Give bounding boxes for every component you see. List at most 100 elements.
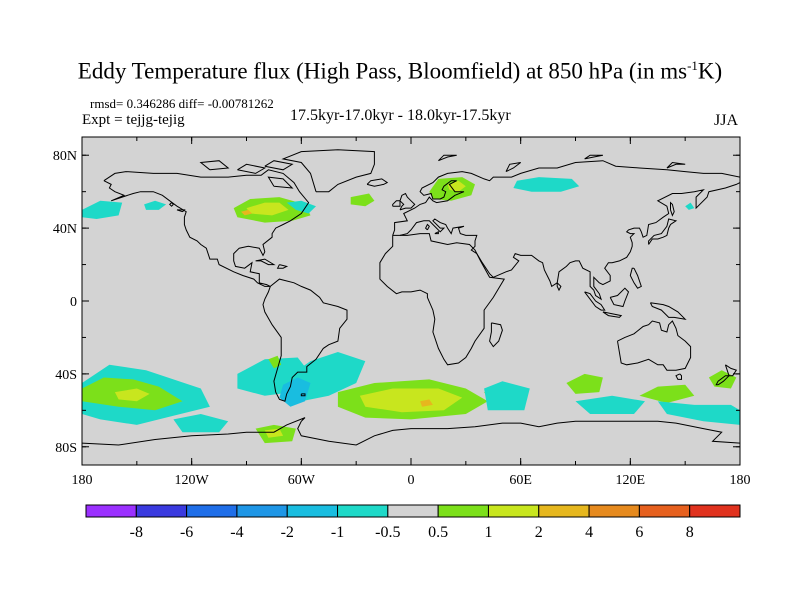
- region-s-pacific-west-yellow: [114, 388, 150, 402]
- coastline-21: [255, 258, 276, 266]
- region-n-america-east-yellow: [246, 202, 289, 216]
- coastline-4: [392, 160, 740, 236]
- coastline-27: [438, 154, 457, 162]
- title-end: K): [697, 58, 723, 84]
- colorbar-label: 1: [484, 524, 492, 541]
- coastline-23: [237, 163, 267, 174]
- region-n-pacific-small: [144, 200, 167, 210]
- title-main: Eddy Temperature flux (High Pass, Bloomf…: [77, 58, 688, 84]
- colorbar-box: [689, 504, 741, 518]
- region-siberia-cyan: [513, 177, 580, 192]
- coastline-28: [505, 162, 522, 173]
- coastline-0: [103, 169, 310, 287]
- coastline-3: [379, 233, 506, 366]
- coastlines: [82, 149, 740, 446]
- coastline-20: [556, 282, 562, 292]
- x-tick-label: 120W: [175, 473, 210, 488]
- anomaly-regions: [82, 177, 740, 444]
- y-tick-label: 40S: [55, 368, 77, 383]
- experiment-label: Expt = tejjg-tejig: [82, 112, 185, 128]
- region-n-pacific-west: [82, 200, 123, 219]
- coastline-37: [176, 209, 186, 213]
- coastline-22: [276, 264, 289, 269]
- x-axis: 180 120W 60W 0 60E 120E 180: [72, 137, 751, 488]
- coastline-34: [675, 373, 682, 380]
- coastline-32: [434, 230, 439, 235]
- coastline-33: [300, 393, 306, 397]
- colorbar-box: [337, 504, 389, 518]
- x-tick-label: 120E: [616, 473, 646, 488]
- x-tick-label: 0: [408, 473, 415, 488]
- x-tick-label: 180: [730, 473, 751, 488]
- colorbar-box: [437, 504, 489, 518]
- coastline-2: [262, 278, 348, 402]
- colorbar-label: -4: [230, 524, 243, 541]
- coastline-17: [724, 364, 738, 377]
- coastline-9: [392, 200, 401, 207]
- coastline-19: [629, 267, 642, 289]
- coastline-7: [82, 417, 740, 446]
- coastline-31: [424, 223, 430, 231]
- colorbar-label: -8: [130, 524, 143, 541]
- coastline-13: [584, 291, 606, 311]
- x-tick-label: 60E: [509, 473, 532, 488]
- colorbar-box: [186, 504, 238, 518]
- season-label: JJA: [714, 112, 739, 129]
- coastline-15: [609, 287, 630, 308]
- colorbar-box: [538, 504, 590, 518]
- region-s-pacific-mid-cyan: [173, 414, 229, 433]
- region-n-america-east-orange: [241, 209, 252, 216]
- coastline-35: [670, 201, 675, 217]
- coastline-6: [617, 320, 692, 371]
- colorbar-label: -0.5: [375, 524, 400, 541]
- region-n-america-cyan-east: [286, 200, 316, 214]
- y-axis: 80N 40N 0 40S 80S: [53, 149, 740, 456]
- period-label: 17.5kyr-17.0kyr - 18.0kyr-17.5kyr: [290, 107, 511, 124]
- chart-title: Eddy Temperature flux (High Pass, Bloomf…: [0, 58, 800, 85]
- colorbar-label: 0.5: [428, 524, 448, 541]
- coastline-8: [399, 192, 416, 211]
- colorbar-label: 6: [635, 524, 643, 541]
- coastline-18: [715, 375, 731, 386]
- coastline-11: [648, 218, 678, 245]
- x-tick-label: 180: [72, 473, 93, 488]
- coastline-16: [649, 302, 687, 320]
- colorbar-box: [638, 504, 691, 518]
- region-nz-green: [708, 370, 737, 389]
- region-scotia-yellow: [264, 428, 284, 438]
- colorbar: -8 -6 -4 -2 -1 -0.5 0.5 1 2 4 6 8: [85, 504, 741, 541]
- y-tick-label: 0: [70, 295, 77, 310]
- region-n-atlantic-green: [350, 193, 375, 207]
- coastline-36: [168, 201, 174, 207]
- colorbar-box: [85, 504, 137, 518]
- y-tick-label: 80N: [53, 149, 77, 164]
- coastline-30: [666, 161, 686, 169]
- coastline-26: [267, 176, 294, 189]
- y-tick-label: 40N: [53, 222, 77, 237]
- region-pacific-tiny-cyan: [685, 202, 695, 210]
- region-s-indian-east-green: [639, 384, 695, 403]
- coastline-10: [366, 178, 389, 187]
- x-tick-label: 60W: [288, 473, 316, 488]
- coastline-29: [584, 154, 603, 160]
- region-patagonia-blue: [279, 377, 311, 407]
- title-superscript: -1: [687, 58, 698, 73]
- region-tasman-cyan: [657, 401, 740, 425]
- region-s-indian-mid-green: [566, 373, 603, 394]
- coastline-1: [281, 149, 375, 193]
- colorbar-label: 2: [535, 524, 543, 541]
- region-s-indian-west-cyan: [484, 381, 530, 411]
- colorbar-box: [135, 504, 188, 518]
- colorbar-box: [236, 504, 288, 518]
- coastline-12: [489, 322, 503, 348]
- stats-text: rmsd= 0.346286 diff= -0.00781262: [90, 96, 274, 111]
- colorbar-label: 4: [585, 524, 593, 541]
- coastline-24: [264, 160, 294, 171]
- region-s-atlantic-orange: [420, 399, 433, 407]
- colorbar-box: [487, 504, 540, 518]
- colorbar-label: -6: [180, 524, 193, 541]
- colorbar-label: -2: [281, 524, 294, 541]
- y-tick-label: 80S: [55, 441, 77, 456]
- colorbar-label: -1: [331, 524, 344, 541]
